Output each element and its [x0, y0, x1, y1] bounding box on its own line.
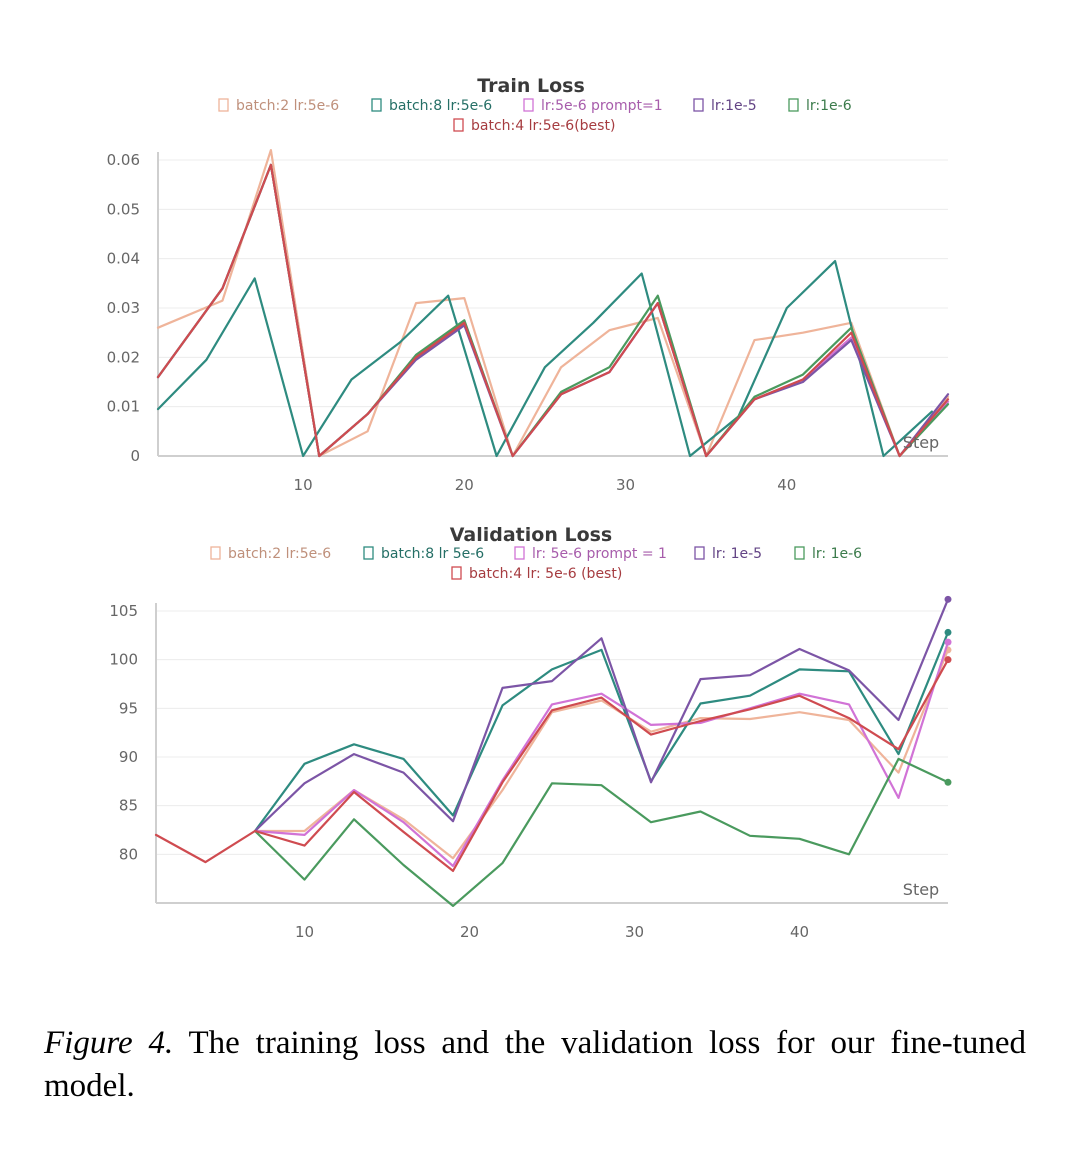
legend-swatch	[218, 98, 229, 112]
series-line	[156, 163, 950, 458]
chart-title: Train Loss	[477, 75, 585, 97]
x-tick-label: 30	[625, 923, 644, 941]
train-loss-chart: Train Loss batch:2 lr:5e-6 batch:8 lr:5e-…	[0, 0, 1067, 505]
legend: batch:2 lr:5e-6 batch:8 lr:5e-6 lr:5e-6 pr…	[218, 98, 852, 134]
legend-label: lr:1e-5	[711, 98, 757, 114]
x-axis-label: Step	[903, 433, 939, 452]
validation-loss-chart: Validation Loss batch:2 lr:5e-6 batch:8 l…	[0, 505, 1067, 965]
legend-item[interactable]: batch:4 lr: 5e-6 (best)	[451, 566, 622, 582]
y-tick-label: 0.03	[107, 299, 140, 317]
y-tick-label: 95	[119, 699, 138, 717]
y-tick-label: 105	[109, 602, 138, 620]
legend-label: batch:4 lr:5e-6(best)	[471, 118, 615, 134]
y-tick-label: 0.05	[107, 200, 140, 218]
legend-swatch	[788, 98, 799, 112]
series-line	[253, 631, 950, 833]
legend-swatch	[693, 98, 704, 112]
y-tick-label: 0.04	[107, 250, 140, 268]
series-line	[156, 163, 950, 458]
series-line	[154, 658, 950, 872]
series-end-point	[944, 778, 952, 786]
legend-item[interactable]: batch:2 lr:5e-6	[218, 98, 339, 114]
legend-item[interactable]: lr: 5e-6 prompt = 1	[514, 546, 667, 562]
caption-text: The training loss and the validation los…	[44, 1025, 1026, 1104]
series-line	[253, 648, 950, 860]
legend-swatch	[514, 546, 525, 560]
axes: 80 85 90 95 100 105 10 20 30 40	[109, 602, 948, 941]
legend-swatch	[210, 546, 221, 560]
gridlines	[156, 610, 948, 855]
legend-label: lr: 1e-6	[812, 546, 862, 562]
x-tick-label: 10	[294, 476, 313, 494]
train-loss-plot: Train Loss batch:2 lr:5e-6 batch:8 lr:5e-…	[107, 75, 950, 494]
legend-item[interactable]: batch:4 lr:5e-6(best)	[453, 118, 615, 134]
series-line	[156, 260, 934, 458]
legend-label: batch:8 lr:5e-6	[389, 98, 492, 114]
x-tick-label: 40	[777, 476, 796, 494]
legend-swatch	[363, 546, 374, 560]
y-tick-label: 85	[119, 797, 138, 815]
legend-item[interactable]: lr: 1e-6	[794, 546, 862, 562]
x-tick-label: 20	[460, 923, 479, 941]
y-tick-label: 0.02	[107, 348, 140, 366]
x-tick-label: 20	[455, 476, 474, 494]
legend-item[interactable]: lr:5e-6 prompt=1	[523, 98, 663, 114]
legend-label: batch:2 lr:5e-6	[236, 98, 339, 114]
y-tick-label: 80	[119, 845, 138, 863]
legend-item[interactable]: lr:1e-6	[788, 98, 852, 114]
x-tick-label: 10	[295, 923, 314, 941]
legend-swatch	[794, 546, 805, 560]
series-line	[253, 641, 950, 868]
legend-label: batch:8 lr 5e-6	[381, 546, 484, 562]
series-end-point	[944, 638, 952, 646]
figure-label: Figure 4.	[44, 1025, 174, 1061]
legend-item[interactable]: lr:1e-5	[693, 98, 757, 114]
legend-swatch	[694, 546, 705, 560]
series-line	[253, 598, 950, 833]
legend-label: lr:1e-6	[806, 98, 852, 114]
series-line	[253, 757, 950, 907]
legend-item[interactable]: lr: 1e-5	[694, 546, 762, 562]
legend-swatch	[523, 98, 534, 112]
series-end-point	[944, 595, 952, 603]
legend-item[interactable]: batch:8 lr:5e-6	[371, 98, 492, 114]
series-end-point	[944, 628, 952, 636]
chart-title: Validation Loss	[450, 524, 613, 546]
legend-item[interactable]: batch:2 lr:5e-6	[210, 546, 331, 562]
y-tick-label: 0	[130, 447, 140, 465]
legend-label: lr:5e-6 prompt=1	[541, 98, 663, 114]
series-lines	[154, 595, 952, 907]
y-tick-label: 90	[119, 748, 138, 766]
legend-label: batch:2 lr:5e-6	[228, 546, 331, 562]
legend-label: batch:4 lr: 5e-6 (best)	[469, 566, 622, 582]
legend-swatch	[453, 118, 464, 132]
y-tick-label: 100	[109, 651, 138, 669]
legend: batch:2 lr:5e-6 batch:8 lr 5e-6 lr: 5e-6 p…	[210, 546, 862, 582]
series-lines	[156, 149, 950, 458]
series-end-point	[944, 656, 952, 664]
x-tick-label: 40	[790, 923, 809, 941]
series-line	[156, 163, 950, 458]
axes: 0 0.01 0.02 0.03 0.04 0.05 0.06 10 20 30 40	[107, 151, 948, 494]
series-line	[156, 163, 950, 458]
figure-caption: Figure 4. The training loss and the vali…	[44, 1022, 1026, 1108]
x-tick-label: 30	[616, 476, 635, 494]
validation-loss-plot: Validation Loss batch:2 lr:5e-6 batch:8 l…	[109, 524, 952, 941]
y-tick-label: 0.01	[107, 398, 140, 416]
legend-swatch	[371, 98, 382, 112]
legend-label: lr: 1e-5	[712, 546, 762, 562]
y-tick-label: 0.06	[107, 151, 140, 169]
legend-item[interactable]: batch:8 lr 5e-6	[363, 546, 484, 562]
legend-swatch	[451, 566, 462, 580]
legend-label: lr: 5e-6 prompt = 1	[532, 546, 667, 562]
x-axis-label: Step	[903, 880, 939, 899]
